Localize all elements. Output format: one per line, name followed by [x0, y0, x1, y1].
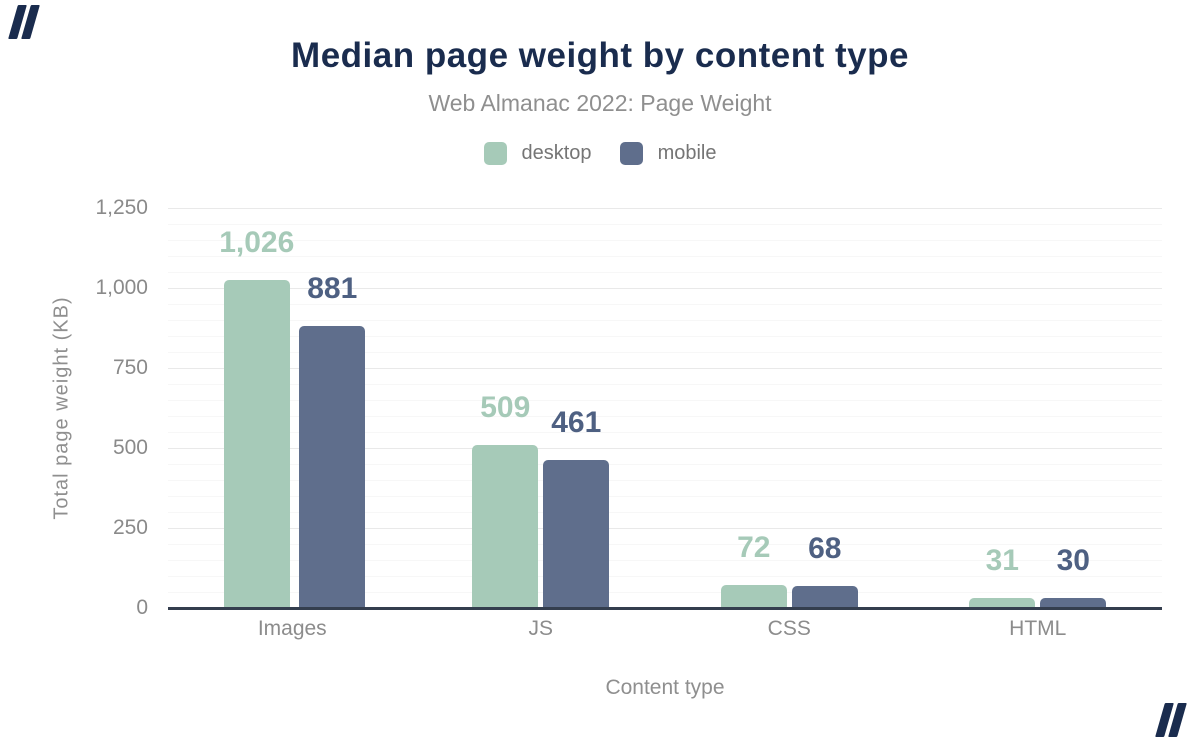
bar-desktop-html[interactable] [969, 598, 1036, 608]
bar-column-mobile-css: 68 [791, 532, 858, 608]
y-tick-label: 500 [112, 436, 148, 459]
minor-gridline [168, 432, 1162, 433]
minor-gridline [168, 352, 1162, 353]
legend-item-mobile[interactable]: mobile [619, 142, 717, 165]
bar-column-desktop-css: 72 [720, 530, 787, 608]
minor-gridline [168, 400, 1162, 401]
bar-mobile-css[interactable] [791, 586, 858, 608]
legend-label: mobile [657, 142, 717, 164]
data-label-desktop-html: 31 [985, 544, 1019, 578]
data-label-desktop-js: 509 [480, 391, 531, 425]
data-label-mobile-images: 881 [307, 272, 358, 306]
bar-desktop-images[interactable] [223, 279, 290, 608]
chart-title: Median page weight by content type [291, 36, 909, 75]
major-gridline [168, 368, 1162, 369]
minor-gridline [168, 512, 1162, 513]
bar-column-mobile-html: 30 [1040, 544, 1107, 608]
x-category-label-js: JS [528, 617, 553, 640]
legend-item-desktop[interactable]: desktop [483, 142, 592, 165]
data-label-desktop-images: 1,026 [219, 225, 295, 259]
y-tick-label: 1,000 [95, 276, 148, 299]
x-axis-line [168, 607, 1162, 610]
minor-gridline [168, 272, 1162, 273]
bar-group-js: 509 461 [417, 208, 666, 608]
x-axis-category-labels: Images JS CSS HTML [168, 617, 1162, 641]
major-gridline [168, 288, 1162, 289]
minor-gridline [168, 544, 1162, 545]
minor-gridline [168, 240, 1162, 241]
bar-column-mobile-images: 881 [299, 272, 366, 608]
bar-mobile-images[interactable] [299, 326, 366, 608]
bar-mobile-js[interactable] [543, 460, 610, 608]
bar-series: 1,026 881 509 461 72 68 31 30 [168, 208, 1162, 608]
major-gridline [168, 528, 1162, 529]
gridlines [168, 208, 1162, 608]
bar-desktop-js[interactable] [472, 445, 539, 608]
minor-gridline [168, 464, 1162, 465]
major-gridline [168, 208, 1162, 209]
minor-gridline [168, 416, 1162, 417]
bar-desktop-css[interactable] [720, 584, 787, 608]
minor-gridline [168, 480, 1162, 481]
chart-subtitle: Web Almanac 2022: Page Weight [428, 90, 772, 116]
minor-gridline [168, 320, 1162, 321]
x-axis-title: Content type [605, 676, 725, 699]
x-category-label-css: CSS [767, 617, 811, 640]
bar-group-images: 1,026 881 [168, 208, 417, 608]
data-label-mobile-js: 461 [551, 406, 602, 440]
data-label-desktop-css: 72 [737, 530, 771, 564]
minor-gridline [168, 496, 1162, 497]
bar-column-desktop-html: 31 [969, 544, 1036, 608]
data-label-mobile-css: 68 [808, 532, 842, 566]
legend-swatch-mobile [619, 142, 643, 165]
minor-gridline [168, 384, 1162, 385]
x-category-label-html: HTML [1009, 617, 1067, 640]
legend-swatch-desktop [483, 142, 507, 165]
y-tick-label: 0 [136, 596, 148, 619]
bar-mobile-html[interactable] [1040, 598, 1107, 608]
minor-gridline [168, 224, 1162, 225]
minor-gridline [168, 336, 1162, 337]
legend-label: desktop [521, 142, 592, 164]
x-category-label-images: Images [257, 617, 327, 640]
minor-gridline [168, 304, 1162, 305]
minor-gridline [168, 560, 1162, 561]
legend: desktop mobile [0, 142, 1200, 165]
bar-column-desktop-js: 509 [472, 391, 539, 608]
minor-gridline [168, 576, 1162, 577]
y-tick-label: 250 [112, 516, 148, 539]
bar-group-html: 31 30 [914, 208, 1163, 608]
major-gridline [168, 448, 1162, 449]
minor-gridline [168, 256, 1162, 257]
y-tick-label: 750 [112, 356, 148, 379]
y-tick-label: 1,250 [95, 196, 148, 219]
y-axis-ticks: 0 250 500 750 1,000 1,250 [0, 0, 148, 742]
bar-group-css: 72 68 [665, 208, 914, 608]
minor-gridline [168, 592, 1162, 593]
bar-column-mobile-js: 461 [543, 406, 610, 608]
data-label-mobile-html: 30 [1056, 544, 1090, 578]
bar-column-desktop-images: 1,026 [219, 225, 295, 608]
